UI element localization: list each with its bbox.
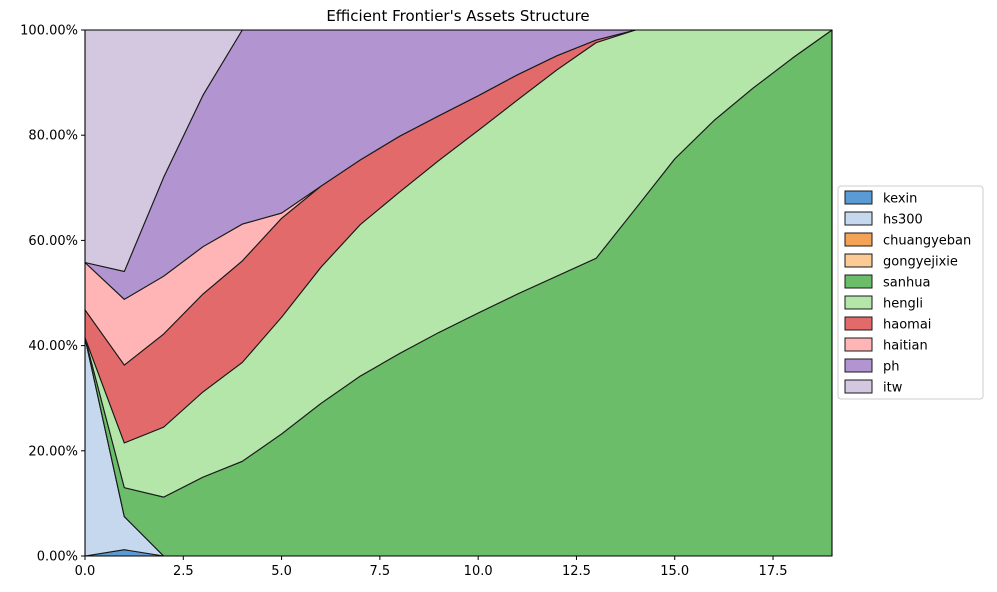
legend-label-hs300: hs300 <box>883 213 923 228</box>
y-tick-label: 60.00% <box>28 234 78 249</box>
legend-swatch-hs300 <box>844 211 873 226</box>
y-tick-label: 100.00% <box>20 24 78 39</box>
legend-swatch-gongyejixie <box>844 253 873 268</box>
legend-label-haomai: haomai <box>883 318 931 333</box>
x-tick-label: 7.5 <box>370 564 391 579</box>
legend-label-hengli: hengli <box>883 297 923 312</box>
legend-label-haitian: haitian <box>883 339 928 354</box>
x-tick-label: 17.5 <box>759 564 788 579</box>
legend-label-sanhua: sanhua <box>883 276 930 291</box>
y-tick-label: 0.00% <box>37 550 78 565</box>
legend-swatch-chuangyeban <box>844 232 873 247</box>
legend-label-chuangyeban: chuangyeban <box>883 234 971 249</box>
x-tick-label: 10.0 <box>464 564 493 579</box>
legend-label-ph: ph <box>883 360 900 375</box>
axes: 0.0 2.5 5.0 7.5 10.0 12.5 15.0 17.5 0.00% 20.00% 4… <box>20 24 787 580</box>
legend-swatch-sanhua <box>844 274 873 289</box>
area-series-layer <box>84 29 833 557</box>
legend-swatch-haitian <box>844 337 873 352</box>
x-tick-label: 2.5 <box>173 564 194 579</box>
y-tick-label: 20.00% <box>28 444 78 459</box>
y-tick-label: 40.00% <box>28 339 78 354</box>
x-tick-label: 15.0 <box>660 564 689 579</box>
legend: kexin hs300 chuangyeban gongyejixie sanhua he… <box>837 185 984 400</box>
legend-frame <box>837 185 984 400</box>
legend-swatch-kexin <box>844 190 873 205</box>
y-tick-label: 80.00% <box>28 129 78 144</box>
x-tick-label: 5.0 <box>271 564 292 579</box>
legend-label-gongyejixie: gongyejixie <box>883 255 958 270</box>
legend-swatch-haomai <box>844 316 873 331</box>
legend-swatch-ph <box>844 358 873 373</box>
legend-swatch-itw <box>844 379 873 394</box>
x-tick-label: 0.0 <box>75 564 96 579</box>
plot-frame <box>84 29 833 557</box>
chart-title: Efficient Frontier's Assets Structure <box>326 7 589 25</box>
legend-label-kexin: kexin <box>883 192 917 207</box>
legend-swatch-hengli <box>844 295 873 310</box>
x-tick-label: 12.5 <box>562 564 591 579</box>
legend-label-itw: itw <box>883 381 903 396</box>
